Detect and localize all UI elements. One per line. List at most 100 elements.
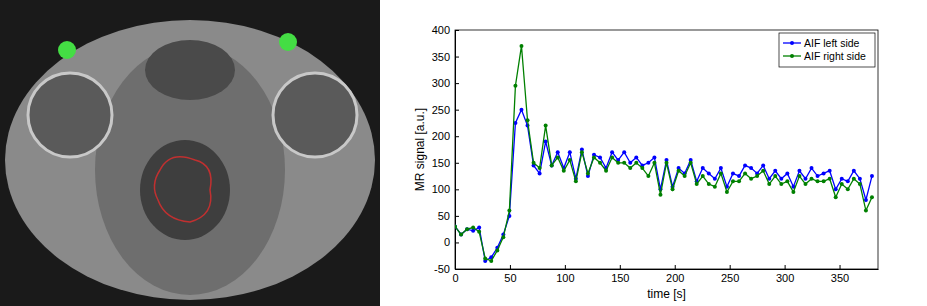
legend-marker [790,54,794,58]
series-marker [519,108,523,112]
series-marker [773,174,777,178]
series-marker [568,158,572,162]
series-marker [598,161,602,165]
series-marker [719,171,723,175]
aif-roi-left [58,41,76,59]
series-marker [532,161,536,165]
series-marker [743,163,747,167]
series-marker [652,155,656,159]
tick-mark [455,57,459,58]
plot-frame [455,30,878,269]
tick: 50 [438,210,459,222]
series-marker [858,177,862,181]
tick: 100 [556,265,574,284]
tick-mark [565,265,566,269]
series-marker [665,161,669,165]
series-marker [731,179,735,183]
tick: 100 [432,183,459,195]
series-marker [719,166,723,170]
series-marker [737,179,741,183]
series-marker [634,161,638,165]
tick: 150 [611,265,629,284]
legend-label: AIF right side [804,50,866,62]
series-marker [610,155,614,159]
series-marker [677,169,681,173]
series-marker [731,171,735,175]
series-marker [544,140,548,144]
axis-line [455,31,456,270]
series-marker [816,174,820,178]
chart: 050100150200250300350-500501001502002503… [413,24,879,301]
series-marker [689,161,693,165]
series-marker [459,232,463,236]
rectum [140,140,230,240]
series-marker [870,174,874,178]
tick-label: 50 [438,210,450,222]
series-marker [465,227,469,231]
tick-label: 150 [432,157,450,169]
series-marker [803,182,807,186]
series-marker [519,44,523,48]
series-marker [646,174,650,178]
series-marker [683,174,687,178]
tick: 0 [444,236,459,248]
tick: 200 [666,265,684,284]
series-marker [755,174,759,178]
tick: 200 [432,130,459,142]
series-marker [779,177,783,181]
series-marker [501,235,505,239]
series-marker [477,230,481,234]
series-marker [773,169,777,173]
tick-mark [455,216,459,217]
series-marker [507,209,511,213]
series-marker [822,171,826,175]
series-marker [640,166,644,170]
series-marker [695,182,699,186]
tick-label: 400 [432,24,450,36]
series-marker [586,171,590,175]
marks [455,44,874,263]
series-marker [810,166,814,170]
legend-marker [790,41,794,45]
series-marker [858,182,862,186]
series-marker [550,163,554,167]
tick: 300 [776,265,794,284]
tick-label: 0 [452,272,458,284]
series-marker [840,177,844,181]
tick-mark [455,83,459,84]
series-marker [455,225,457,229]
series-marker [707,182,711,186]
series-marker [797,169,801,173]
series-marker [544,124,548,128]
series-marker [465,227,469,231]
tick: -50 [434,263,459,275]
series-marker [526,118,530,122]
tick-label: 100 [556,272,574,284]
series-marker [846,187,850,191]
series-marker [477,226,481,230]
series-marker [622,161,626,165]
tick-label: 150 [611,272,629,284]
series-marker [864,209,868,213]
series-marker [562,169,566,173]
series-marker [538,171,542,175]
series-marker [810,177,814,181]
series-marker [550,163,554,167]
series-marker [538,166,542,170]
series-marker [580,150,584,154]
series-marker [628,166,632,170]
tumor-roi [154,157,211,222]
series-marker [834,187,838,191]
body-outline [5,20,375,300]
series-marker [785,171,789,175]
series-marker [489,259,493,263]
tick-mark [675,265,676,269]
series-marker [840,182,844,186]
series-marker [483,256,487,260]
series-marker [604,169,608,173]
series-marker [713,185,717,189]
tick: 350 [831,265,849,284]
tick: 400 [432,24,459,36]
series-marker [803,177,807,181]
legend-label: AIF left side [804,37,860,49]
